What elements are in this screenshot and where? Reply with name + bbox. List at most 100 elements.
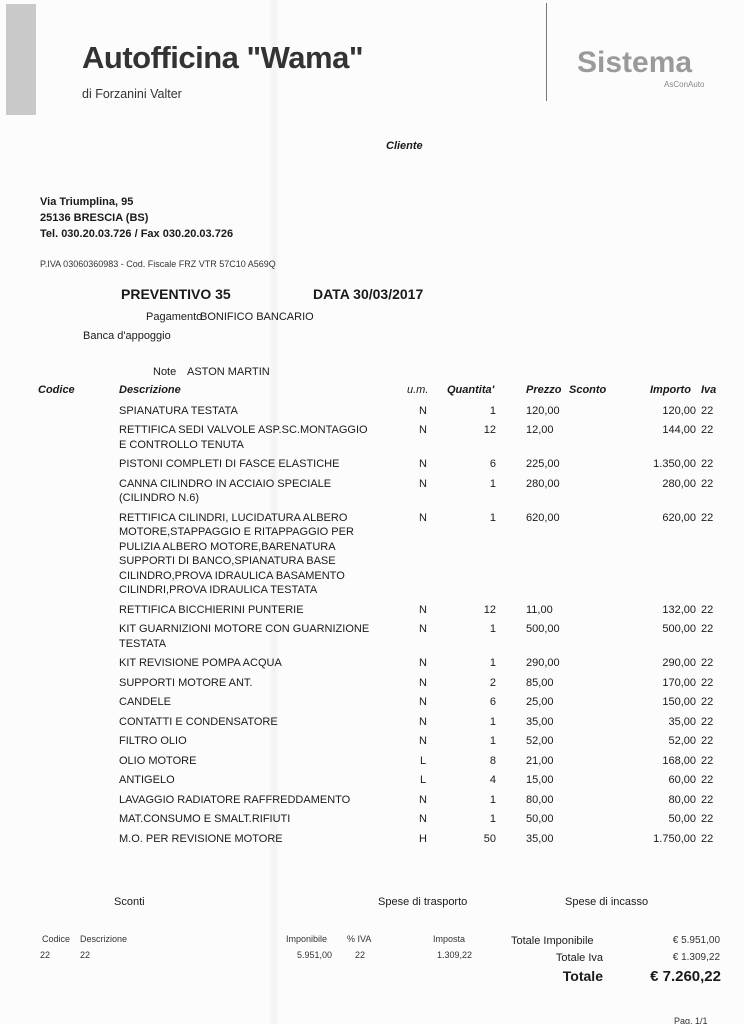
item-quantity: 4 xyxy=(489,774,496,786)
sconti-label: Sconti xyxy=(114,896,145,908)
vat-codice-label: Codice xyxy=(42,934,71,944)
item-amount: 170,00 xyxy=(662,676,696,689)
item-amount: 144,00 xyxy=(662,424,696,436)
item-vat: 22 xyxy=(701,657,714,669)
company-owner: di Forzanini Valter xyxy=(82,87,182,101)
item-amount: 35,00 xyxy=(668,715,696,728)
header-bar xyxy=(6,4,36,115)
item-amount: 50,00 xyxy=(668,813,696,825)
address-city: 25136 BRESCIA (BS) xyxy=(40,212,149,224)
item-quantity: 1 xyxy=(489,813,496,825)
item-vat: 22 xyxy=(701,813,714,825)
item-price: 52,00 xyxy=(526,735,554,747)
vat-codice: 22 xyxy=(40,950,51,960)
sistema-logo: Sistema xyxy=(577,46,693,79)
item-quantity: 12 xyxy=(483,603,496,616)
item-price: 85,00 xyxy=(526,676,554,689)
item-amount: 620,00 xyxy=(662,511,696,524)
table-row: RETTIFICA SEDI VALVOLE ASP.SC.MONTAGGIO … xyxy=(0,421,744,455)
item-um: N xyxy=(419,696,427,708)
item-price: 35,00 xyxy=(526,832,554,845)
item-price: 620,00 xyxy=(526,511,560,524)
item-price: 225,00 xyxy=(526,458,560,470)
item-price: 120,00 xyxy=(526,404,560,417)
item-vat: 22 xyxy=(701,424,714,436)
item-um: N xyxy=(419,458,427,470)
company-name: Autofficina "Wama" xyxy=(82,40,364,75)
item-amount: 150,00 xyxy=(662,696,696,708)
vat-imponibile-label: Imponibile xyxy=(286,934,328,944)
item-amount: 168,00 xyxy=(662,754,696,767)
totale-label: Totale xyxy=(562,968,603,984)
item-um: N xyxy=(419,735,427,747)
item-description: CONTATTI E CONDENSATORE xyxy=(119,715,278,728)
item-amount: 120,00 xyxy=(662,404,696,417)
preventivo-number: PREVENTIVO 35 xyxy=(121,286,231,302)
item-quantity: 1 xyxy=(489,735,496,747)
item-um: N xyxy=(419,511,427,524)
item-um: N xyxy=(419,477,427,490)
item-price: 500,00 xyxy=(526,623,560,635)
table-row: SPIANATURA TESTATA N 1 120,00 120,00 22 xyxy=(0,401,744,421)
vat-imposta: 1.309,22 xyxy=(437,950,473,960)
item-vat: 22 xyxy=(701,774,714,786)
item-um: N xyxy=(419,715,427,728)
vat-descrizione-label: Descrizione xyxy=(80,934,128,944)
table-row: ANTIGELO L 4 15,00 60,00 22 xyxy=(0,771,744,791)
totale-value: € 7.260,22 xyxy=(650,968,721,985)
item-amount: 132,00 xyxy=(662,603,696,616)
item-description: M.O. PER REVISIONE MOTORE xyxy=(119,832,283,845)
item-um: L xyxy=(419,754,427,767)
address-street: Via Triumplina, 95 xyxy=(40,196,134,208)
item-description: RETTIFICA CILINDRI, LUCIDATURA ALBERO MO… xyxy=(119,511,354,597)
item-vat: 22 xyxy=(701,676,714,689)
item-price: 35,00 xyxy=(526,715,554,728)
logo-subtitle: AsConAuto xyxy=(664,80,705,89)
item-description: RETTIFICA SEDI VALVOLE ASP.SC.MONTAGGIO … xyxy=(119,424,368,451)
item-vat: 22 xyxy=(701,477,714,490)
table-row: SUPPORTI MOTORE ANT. N 2 85,00 170,00 22 xyxy=(0,673,744,693)
table-row: RETTIFICA BICCHIERINI PUNTERIE N 12 11,00 13… xyxy=(0,600,744,620)
item-um: N xyxy=(419,623,427,635)
item-price: 11,00 xyxy=(526,603,553,616)
item-quantity: 8 xyxy=(489,754,496,767)
divider xyxy=(546,3,547,101)
col-descrizione: Descrizione xyxy=(119,384,181,396)
item-amount: 1.750,00 xyxy=(653,832,696,845)
vat-iva-label: % IVA xyxy=(347,934,372,944)
item-price: 50,00 xyxy=(526,813,554,825)
item-description: PISTONI COMPLETI DI FASCE ELASTICHE xyxy=(119,458,340,470)
item-price: 15,00 xyxy=(526,774,554,786)
item-amount: 290,00 xyxy=(662,657,696,669)
item-amount: 60,00 xyxy=(668,774,696,786)
vat-imponibile: 5.951,00 xyxy=(297,950,333,960)
address-phone: Tel. 030.20.03.726 / Fax 030.20.03.726 xyxy=(40,228,234,240)
item-price: 25,00 xyxy=(526,696,554,708)
item-description: LAVAGGIO RADIATORE RAFFREDDAMENTO xyxy=(119,793,351,806)
totale-iva-label: Totale Iva xyxy=(555,952,603,964)
item-quantity: 6 xyxy=(489,458,496,470)
incasso-label: Spese di incasso xyxy=(565,896,649,908)
item-quantity: 1 xyxy=(489,715,496,728)
item-vat: 22 xyxy=(701,832,714,845)
item-description: ANTIGELO xyxy=(119,774,175,786)
item-amount: 1.350,00 xyxy=(653,458,696,470)
item-description: SUPPORTI MOTORE ANT. xyxy=(119,676,253,689)
document-date: DATA 30/03/2017 xyxy=(313,286,424,302)
trasporto-label: Spese di trasporto xyxy=(378,896,468,908)
item-amount: 80,00 xyxy=(668,793,696,806)
item-price: 80,00 xyxy=(526,793,554,806)
item-quantity: 1 xyxy=(489,404,496,417)
item-description: OLIO MOTORE xyxy=(119,754,197,767)
table-row: CONTATTI E CONDENSATORE N 1 35,00 35,00 22 xyxy=(0,712,744,732)
item-description: KIT GUARNIZIONI MOTORE CON GUARNIZIONE T… xyxy=(119,623,370,650)
item-um: N xyxy=(419,676,427,689)
item-um: N xyxy=(419,657,427,669)
note-label: Note xyxy=(153,366,177,378)
item-quantity: 1 xyxy=(489,623,496,635)
vat-iva: 22 xyxy=(355,950,366,960)
item-amount: 500,00 xyxy=(662,623,696,635)
items-table: SPIANATURA TESTATA N 1 120,00 120,00 22 RETTIF… xyxy=(0,401,744,849)
table-row: PISTONI COMPLETI DI FASCE ELASTICHE N 6 225… xyxy=(0,455,744,475)
item-um: N xyxy=(419,813,427,825)
